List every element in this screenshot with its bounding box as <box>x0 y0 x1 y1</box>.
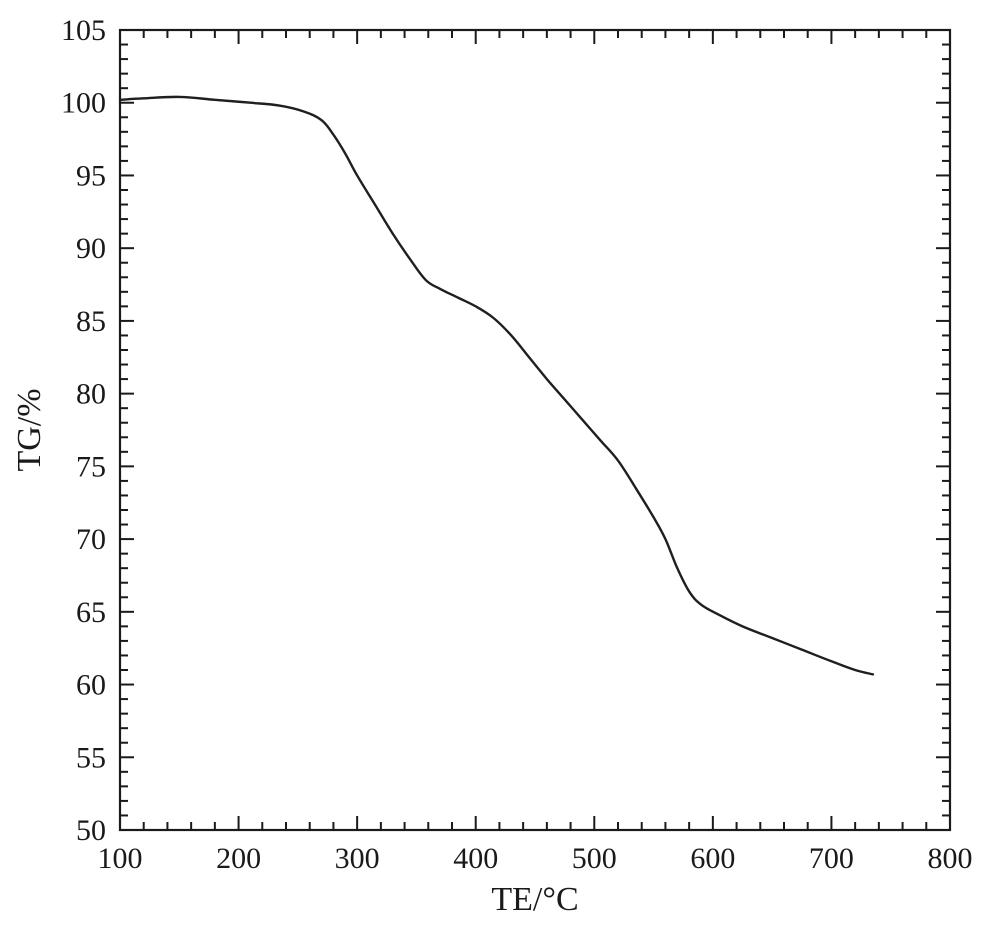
y-axis-tick-labels: 50 55 60 65 70 75 80 85 90 95 100 105 <box>61 14 106 847</box>
chart-series <box>120 97 873 674</box>
y-tick-label: 80 <box>76 378 106 411</box>
x-axis-ticks <box>120 30 950 830</box>
y-tick-label: 55 <box>76 741 106 774</box>
y-tick-label: 60 <box>76 669 106 702</box>
x-tick-label: 800 <box>928 842 973 875</box>
x-axis-tick-labels: 100200300400500600700800 <box>98 842 973 875</box>
x-axis-label: TE/°C <box>491 881 578 918</box>
y-tick-label: 105 <box>61 14 106 47</box>
y-tick-label: 85 <box>76 305 106 338</box>
plot-frame <box>120 30 950 830</box>
y-tick-label: 95 <box>76 159 106 192</box>
x-tick-label: 600 <box>690 842 735 875</box>
y-axis-ticks <box>120 30 950 830</box>
x-tick-label: 700 <box>809 842 854 875</box>
y-tick-label: 65 <box>76 596 106 629</box>
y-tick-label: 90 <box>76 232 106 265</box>
y-tick-label: 100 <box>61 87 106 120</box>
x-tick-label: 500 <box>572 842 617 875</box>
tg-curve <box>120 97 873 674</box>
y-tick-label: 75 <box>76 450 106 483</box>
x-tick-label: 300 <box>335 842 380 875</box>
x-tick-label: 200 <box>216 842 261 875</box>
y-axis-label: TG/% <box>11 388 48 471</box>
x-tick-label: 400 <box>453 842 498 875</box>
y-tick-label: 50 <box>76 814 106 847</box>
chart-svg: 100 200 300 400 500 600 700 800 50 55 60 65 70 75 80 8… <box>0 0 1000 935</box>
y-tick-label: 70 <box>76 523 106 556</box>
tg-chart: 100 200 300 400 500 600 700 800 50 55 60 65 70 75 80 8… <box>0 0 1000 935</box>
